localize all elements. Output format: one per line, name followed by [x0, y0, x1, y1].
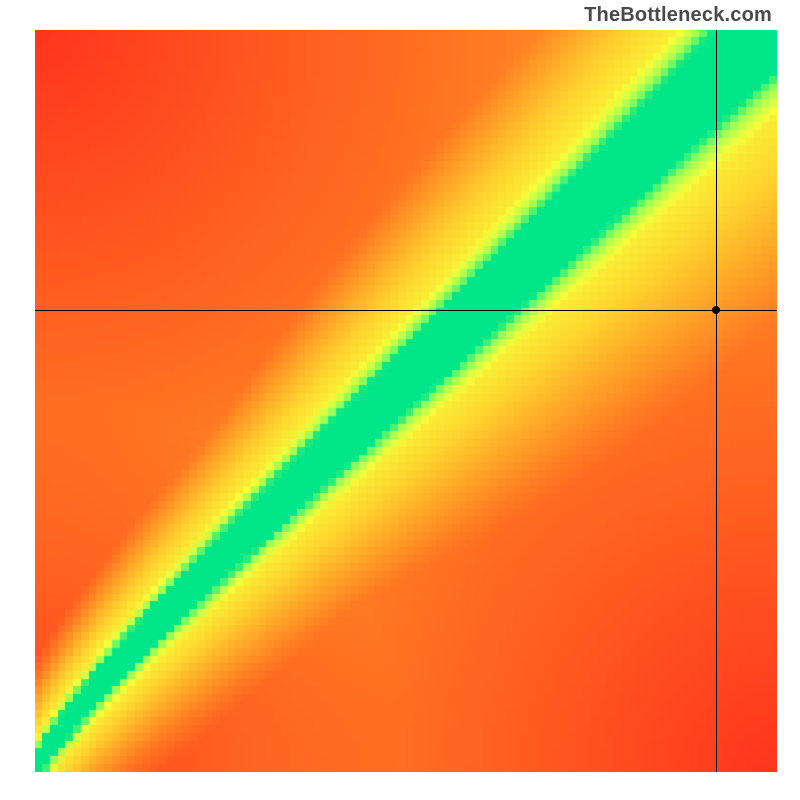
crosshair-vertical: [716, 30, 717, 772]
heatmap-canvas: [35, 30, 777, 772]
watermark-text: TheBottleneck.com: [584, 4, 772, 27]
crosshair-horizontal: [35, 310, 777, 311]
